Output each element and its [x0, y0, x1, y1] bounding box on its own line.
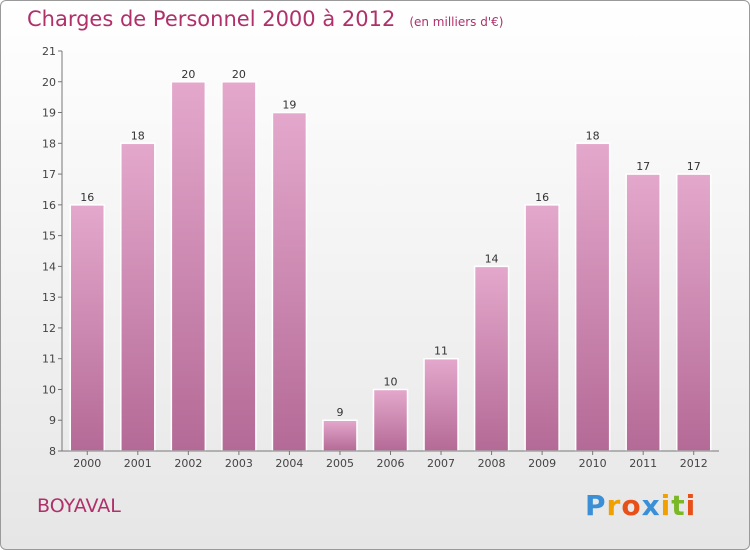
bar-value-label: 11	[434, 345, 448, 358]
y-tick-label: 8	[49, 445, 56, 458]
bar-value-label: 10	[384, 375, 398, 388]
x-tick-label: 2003	[225, 457, 253, 470]
bar-value-label: 17	[636, 160, 650, 173]
x-tick-label: 2002	[174, 457, 202, 470]
bar	[170, 81, 207, 452]
y-tick-label: 21	[42, 45, 56, 58]
logo-letter: o	[621, 489, 642, 522]
title-row: Charges de Personnel 2000 à 2012 (en mill…	[27, 7, 503, 31]
bar-value-label: 18	[131, 129, 145, 142]
y-tick-label: 18	[42, 137, 56, 150]
bar	[625, 173, 661, 452]
x-tick-label: 2001	[124, 457, 152, 470]
bar	[473, 265, 510, 452]
bar-value-label: 16	[80, 191, 94, 204]
y-tick-label: 17	[42, 168, 56, 181]
y-tick-label: 10	[42, 383, 56, 396]
bar-value-label: 20	[232, 68, 246, 81]
proxiti-logo: Proxiti	[585, 489, 696, 522]
bar	[271, 111, 308, 452]
bar	[69, 204, 106, 452]
logo-letter: i	[660, 489, 672, 522]
bar	[675, 173, 712, 452]
bar	[524, 204, 560, 452]
y-tick-label: 15	[42, 230, 56, 243]
bar	[120, 142, 156, 452]
x-tick-label: 2010	[579, 457, 607, 470]
bar	[423, 357, 459, 452]
bar-value-label: 17	[687, 160, 701, 173]
bar	[574, 142, 611, 452]
bar	[221, 81, 257, 452]
bar-value-label: 9	[336, 406, 343, 419]
y-tick-label: 14	[42, 260, 56, 273]
y-tick-label: 19	[42, 107, 56, 120]
logo-letter: P	[585, 489, 607, 522]
bar	[372, 388, 409, 452]
x-tick-label: 2004	[275, 457, 303, 470]
logo-letter: x	[641, 489, 661, 522]
bar	[322, 419, 358, 452]
x-tick-label: 2012	[680, 457, 708, 470]
y-tick-label: 16	[42, 199, 56, 212]
y-tick-label: 9	[49, 414, 56, 427]
x-tick-label: 2008	[478, 457, 506, 470]
bar-value-label: 14	[485, 252, 499, 265]
x-tick-label: 2006	[377, 457, 405, 470]
x-tick-label: 2000	[73, 457, 101, 470]
y-tick-label: 13	[42, 291, 56, 304]
x-tick-label: 2007	[427, 457, 455, 470]
y-tick-label: 20	[42, 76, 56, 89]
bar-value-label: 16	[535, 191, 549, 204]
chart-subtitle: (en milliers d'€)	[409, 15, 504, 29]
bar-value-label: 18	[586, 129, 600, 142]
x-tick-label: 2009	[528, 457, 556, 470]
x-tick-label: 2005	[326, 457, 354, 470]
logo-letter: t	[671, 489, 686, 522]
bar-value-label: 20	[181, 68, 195, 81]
logo-letter: r	[606, 489, 622, 522]
chart-title: Charges de Personnel 2000 à 2012	[27, 7, 396, 31]
y-tick-label: 11	[42, 353, 56, 366]
y-tick-label: 12	[42, 322, 56, 335]
commune-name: BOYAVAL	[37, 495, 121, 517]
logo-letter: i	[685, 489, 697, 522]
x-tick-label: 2011	[629, 457, 657, 470]
bar-value-label: 19	[282, 99, 296, 112]
